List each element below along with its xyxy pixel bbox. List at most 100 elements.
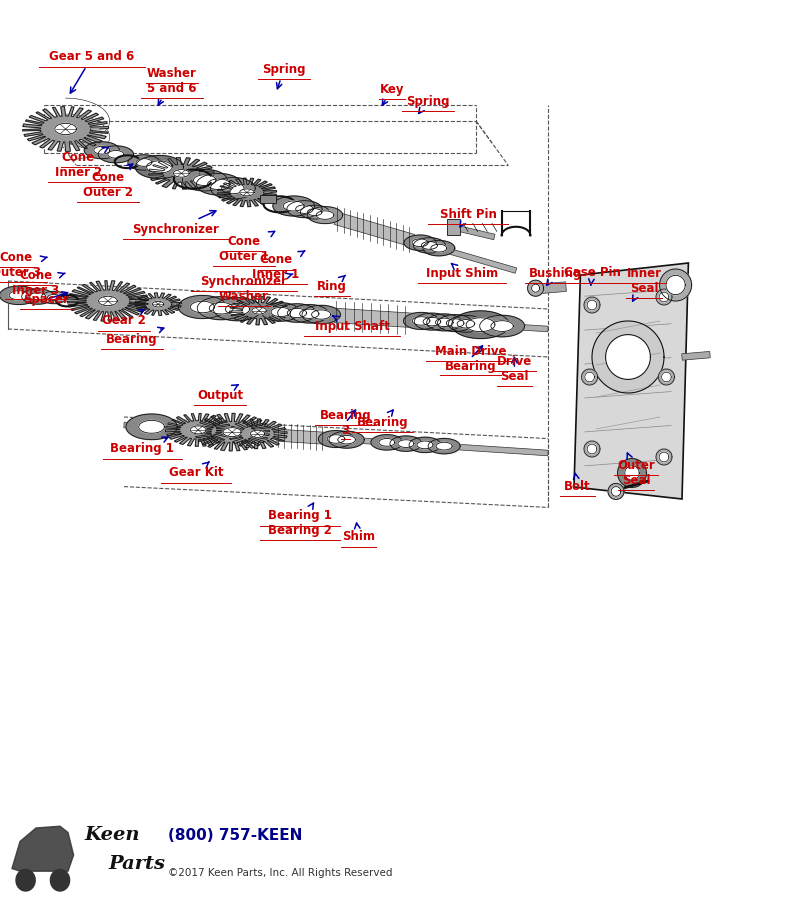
Polygon shape <box>312 310 331 320</box>
Text: Cone
Outer 3: Cone Outer 3 <box>0 251 47 279</box>
Polygon shape <box>94 147 110 154</box>
Polygon shape <box>0 286 38 304</box>
Polygon shape <box>152 302 164 307</box>
Text: Ring: Ring <box>317 275 347 293</box>
Text: Bolt: Bolt <box>564 473 591 493</box>
Polygon shape <box>417 441 433 449</box>
Polygon shape <box>585 373 594 382</box>
Polygon shape <box>430 244 446 252</box>
Polygon shape <box>618 459 646 488</box>
Polygon shape <box>290 304 329 323</box>
Text: Cone
Outer 2: Cone Outer 2 <box>83 164 133 199</box>
Polygon shape <box>466 318 495 331</box>
Polygon shape <box>318 430 354 447</box>
Polygon shape <box>260 194 276 202</box>
Polygon shape <box>587 445 597 454</box>
Polygon shape <box>124 422 548 455</box>
Text: Case Pin: Case Pin <box>563 266 621 285</box>
Polygon shape <box>338 436 355 444</box>
Polygon shape <box>283 201 304 211</box>
Polygon shape <box>448 315 483 332</box>
Polygon shape <box>592 321 664 393</box>
Polygon shape <box>423 318 441 326</box>
Polygon shape <box>422 241 438 249</box>
Text: Synchronizer: Synchronizer <box>133 211 219 236</box>
Text: (800) 757-KEEN: (800) 757-KEEN <box>168 828 302 842</box>
Text: Spring: Spring <box>262 62 306 89</box>
Polygon shape <box>452 310 510 338</box>
Text: Washer
5 and 6: Washer 5 and 6 <box>147 67 197 105</box>
Polygon shape <box>84 142 119 158</box>
Polygon shape <box>307 209 322 216</box>
Text: Cone
Inner 3: Cone Inner 3 <box>12 268 65 297</box>
Polygon shape <box>30 292 46 301</box>
Polygon shape <box>436 442 452 450</box>
Polygon shape <box>287 309 306 318</box>
Polygon shape <box>316 211 334 220</box>
Polygon shape <box>12 826 74 871</box>
Polygon shape <box>149 158 214 189</box>
Polygon shape <box>250 430 265 437</box>
Polygon shape <box>435 319 453 327</box>
Polygon shape <box>214 298 262 320</box>
Text: Output: Output <box>197 384 243 402</box>
Polygon shape <box>300 310 319 319</box>
Polygon shape <box>16 869 35 891</box>
Polygon shape <box>662 373 671 382</box>
Polygon shape <box>532 284 539 292</box>
Text: Bearing 1
Bearing 2: Bearing 1 Bearing 2 <box>268 503 332 537</box>
Polygon shape <box>190 426 206 434</box>
Polygon shape <box>138 420 164 433</box>
Polygon shape <box>50 869 70 891</box>
Polygon shape <box>223 428 241 436</box>
Polygon shape <box>334 212 415 247</box>
Polygon shape <box>608 483 624 500</box>
Polygon shape <box>134 292 182 315</box>
Polygon shape <box>47 294 60 301</box>
Polygon shape <box>135 156 183 178</box>
Polygon shape <box>584 441 600 457</box>
Polygon shape <box>208 179 230 190</box>
Polygon shape <box>414 238 446 253</box>
Polygon shape <box>98 296 118 306</box>
Polygon shape <box>287 201 322 218</box>
Text: Gear Kit: Gear Kit <box>169 462 223 480</box>
Polygon shape <box>398 440 414 447</box>
Polygon shape <box>128 155 160 170</box>
Polygon shape <box>194 413 270 451</box>
Polygon shape <box>8 292 548 332</box>
Text: Keen: Keen <box>84 826 139 844</box>
Text: Bearing: Bearing <box>357 410 408 429</box>
Polygon shape <box>379 438 395 446</box>
Polygon shape <box>273 196 314 216</box>
Polygon shape <box>136 158 152 166</box>
Text: Cone
Inner 1: Cone Inner 1 <box>252 251 305 282</box>
Polygon shape <box>491 320 514 331</box>
Polygon shape <box>606 335 650 380</box>
Polygon shape <box>656 289 672 305</box>
Polygon shape <box>409 437 441 453</box>
Polygon shape <box>22 106 109 151</box>
Polygon shape <box>447 220 460 236</box>
Polygon shape <box>296 205 314 213</box>
Polygon shape <box>659 292 669 302</box>
Text: Spring: Spring <box>406 94 450 113</box>
Text: Shift Pin: Shift Pin <box>439 208 497 227</box>
Polygon shape <box>146 161 172 173</box>
Polygon shape <box>582 369 598 385</box>
Polygon shape <box>108 150 124 158</box>
Polygon shape <box>656 449 672 465</box>
Text: Bearing 1: Bearing 1 <box>110 437 174 455</box>
Text: Spacer: Spacer <box>23 292 70 306</box>
Text: ©2017 Keen Parts, Inc. All Rights Reserved: ©2017 Keen Parts, Inc. All Rights Reserv… <box>168 868 393 878</box>
Polygon shape <box>403 312 438 329</box>
Polygon shape <box>218 178 277 207</box>
Polygon shape <box>438 315 473 331</box>
Polygon shape <box>625 466 639 481</box>
Text: Input Shim: Input Shim <box>426 264 498 280</box>
Polygon shape <box>252 307 266 314</box>
Polygon shape <box>47 132 517 274</box>
Polygon shape <box>41 292 66 303</box>
Polygon shape <box>404 235 436 250</box>
Polygon shape <box>422 240 454 256</box>
